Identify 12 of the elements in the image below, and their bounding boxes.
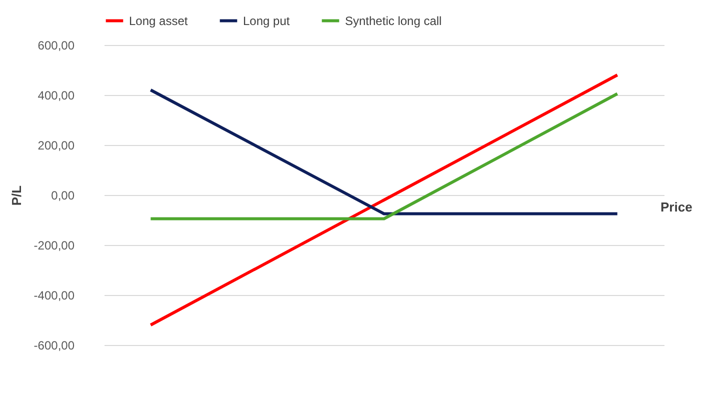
legend-label: Long put bbox=[243, 14, 290, 28]
y-tick-label: 200,00 bbox=[38, 138, 75, 152]
y-axis-title: P/L bbox=[8, 185, 24, 206]
y-tick-label: 0,00 bbox=[51, 188, 75, 202]
x-axis-title: Price bbox=[660, 200, 692, 214]
y-tick-label: -600,00 bbox=[34, 338, 75, 352]
legend-label: Long asset bbox=[129, 14, 188, 28]
y-tick-label: 600,00 bbox=[38, 38, 75, 52]
y-tick-label: 400,00 bbox=[38, 88, 75, 102]
y-tick-label: -200,00 bbox=[34, 238, 75, 252]
legend-label: Synthetic long call bbox=[345, 14, 442, 28]
y-tick-label: -400,00 bbox=[34, 288, 75, 302]
